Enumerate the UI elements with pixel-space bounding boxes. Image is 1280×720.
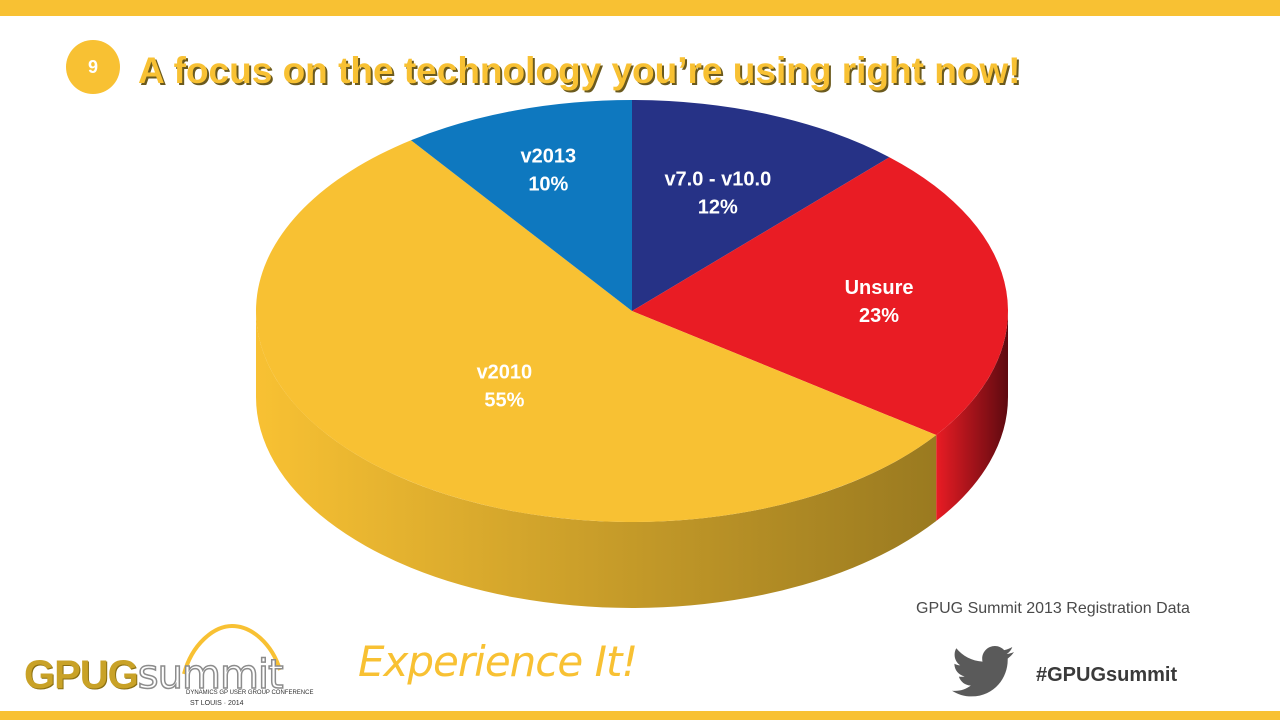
- pie-slice-unsure: [632, 157, 1009, 436]
- pie-slice-v7-0-v10-0: [632, 100, 890, 311]
- slice-percent-v2010: 55%: [484, 390, 524, 412]
- logo-summit-text: summit: [137, 651, 284, 699]
- pie-side-v2010: [256, 311, 937, 608]
- pie-slice-v2010: [255, 140, 937, 523]
- logo-location: ST LOUIS · 2014: [190, 700, 244, 707]
- logo-subtitle: DYNAMICS GP USER GROUP CONFERENCE: [186, 690, 314, 696]
- slice-label-v2010: v2010: [477, 362, 533, 384]
- slide-number-badge: 9: [66, 40, 120, 94]
- logo-gpug-text: GPUG: [24, 653, 139, 697]
- hashtag: #GPUGsummit: [1036, 664, 1178, 686]
- logo-arch-icon: [182, 624, 282, 675]
- twitter-bird-icon: [952, 646, 1014, 697]
- pie-slice-v2013: [410, 100, 632, 311]
- source-note: GPUG Summit 2013 Registration Data: [916, 600, 1190, 617]
- slide-number: 9: [87, 56, 98, 77]
- slice-label-unsure: Unsure: [845, 277, 914, 299]
- slide-title: A focus on the technology you’re using r…: [138, 50, 1021, 91]
- slice-percent-v2013: 10%: [528, 174, 568, 196]
- top-accent-bar: [0, 0, 1280, 16]
- pie-side-unsure: [936, 311, 1008, 522]
- slice-label-v2013: v2013: [521, 146, 577, 168]
- gpug-summit-logo: GPUGsummit DYNAMICS GP USER GROUP CONFER…: [24, 624, 313, 710]
- slice-percent-v7-0-v10-0: 12%: [698, 196, 738, 218]
- bottom-accent-bar: [0, 711, 1280, 720]
- tagline: Experience It!: [358, 637, 638, 686]
- slice-label-v7-0-v10-0: v7.0 - v10.0: [664, 168, 771, 190]
- slice-percent-unsure: 23%: [859, 305, 899, 327]
